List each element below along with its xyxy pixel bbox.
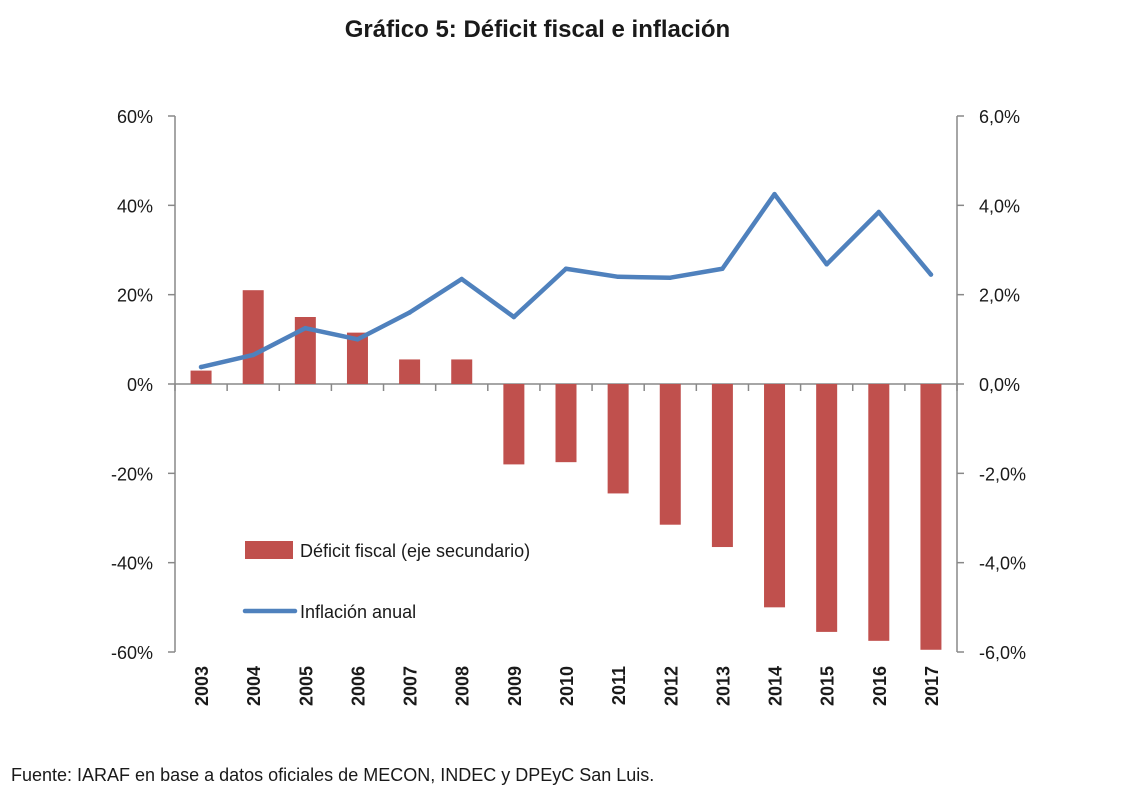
point-2006 <box>355 337 360 342</box>
y-primary-tick-label: -40% <box>111 554 153 574</box>
y-secondary-tick-label: 2,0% <box>979 286 1020 306</box>
y-secondary-tick-label: -6,0% <box>979 643 1026 663</box>
y-primary-tick-label: -60% <box>111 643 153 663</box>
bar-2006 <box>346 332 368 384</box>
point-2003 <box>198 364 204 370</box>
x-tick-label: 2015 <box>818 666 838 706</box>
x-tick-label: 2007 <box>401 666 421 706</box>
bar-2017 <box>920 384 942 650</box>
line-series <box>198 191 934 370</box>
y-primary-tick-label: 40% <box>117 196 153 216</box>
bar-2011 <box>607 384 629 494</box>
bar-2005 <box>294 317 316 384</box>
bar-2003 <box>190 370 212 384</box>
bar-2004 <box>242 290 264 384</box>
chart-title: Gráfico 5: Déficit fiscal e inflación <box>344 16 731 43</box>
point-2015 <box>824 262 829 267</box>
x-tick-label: 2008 <box>453 666 473 706</box>
bar-2014 <box>764 384 786 608</box>
bar-2008 <box>451 359 473 384</box>
source-note: Fuente: IARAF en base a datos oficiales … <box>11 765 655 785</box>
bar-2013 <box>711 384 733 548</box>
x-tick-label: 2014 <box>766 666 786 706</box>
x-tick-label: 2011 <box>609 666 629 705</box>
legend-label-line: Inflación anual <box>300 602 416 622</box>
x-tick-label: 2016 <box>870 666 890 706</box>
y-primary-tick-label: -20% <box>111 464 153 484</box>
legend-label-bar: Déficit fiscal (eje secundario) <box>300 541 530 561</box>
x-tick-label: 2009 <box>505 666 525 706</box>
point-2004 <box>250 352 256 358</box>
x-tick-label: 2004 <box>244 666 264 706</box>
bar-2012 <box>659 384 681 525</box>
point-2005 <box>303 325 308 331</box>
y-secondary-tick-label: 6,0% <box>979 107 1020 127</box>
y-primary-tick-label: 20% <box>117 286 153 306</box>
point-2010 <box>563 266 569 272</box>
bar-2010 <box>555 384 577 463</box>
legend: Déficit fiscal (eje secundario) Inflación… <box>242 541 530 622</box>
bar-2016 <box>868 384 890 641</box>
point-2011 <box>615 274 621 280</box>
y-secondary-tick-label: -2,0% <box>979 464 1026 484</box>
bar-2009 <box>503 384 525 465</box>
x-tick-label: 2005 <box>296 666 316 706</box>
y-secondary-tick-label: 4,0% <box>979 196 1020 216</box>
point-2009 <box>511 314 517 320</box>
bar-series <box>190 290 942 650</box>
y-primary-tick-label: 0% <box>127 375 153 395</box>
bar-2015 <box>816 384 838 632</box>
point-2007 <box>407 310 412 315</box>
legend-swatch-bar <box>245 541 293 559</box>
point-2016 <box>876 209 882 215</box>
x-tick-label: 2012 <box>661 666 681 706</box>
x-tick-label: 2013 <box>713 666 733 706</box>
point-2017 <box>928 272 934 277</box>
y-primary-tick-label: 60% <box>117 107 153 127</box>
point-2013 <box>720 266 725 272</box>
x-tick-label: 2017 <box>922 666 942 706</box>
point-2008 <box>459 276 464 282</box>
x-tick-label: 2006 <box>348 666 368 706</box>
y-secondary-tick-label: 0,0% <box>979 375 1020 395</box>
x-tick-label: 2003 <box>192 666 212 706</box>
point-2014 <box>772 191 777 197</box>
point-2012 <box>668 275 673 280</box>
y-secondary-tick-label: -4,0% <box>979 554 1026 574</box>
x-tick-label: 2010 <box>557 666 577 706</box>
bar-2007 <box>399 359 421 384</box>
